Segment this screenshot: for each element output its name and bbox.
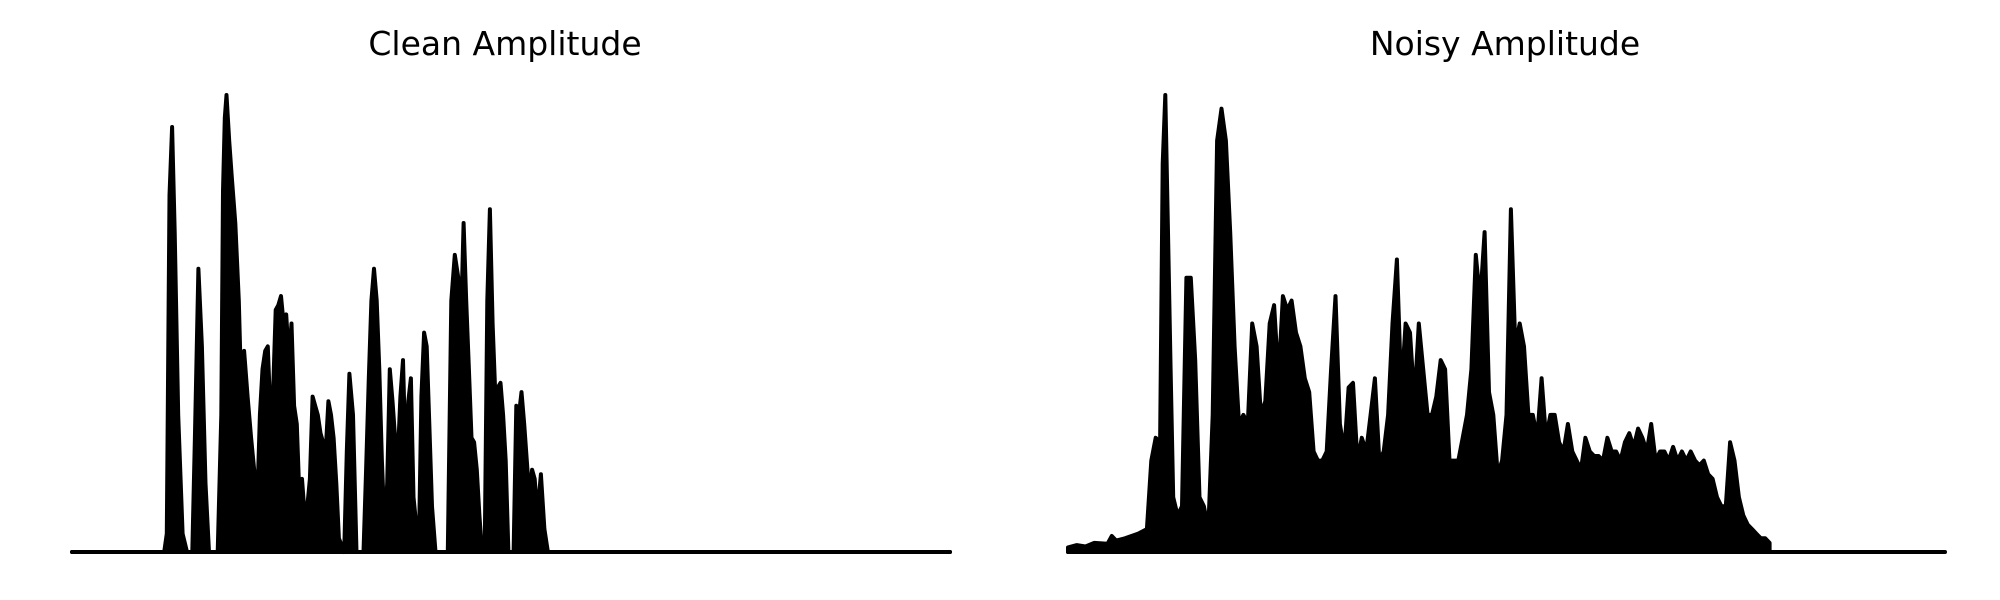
amplitude-area — [70, 93, 952, 554]
clean-amplitude-panel: Clean Amplitude — [70, 24, 952, 554]
amplitude-area — [1066, 93, 1772, 554]
chart-title: Noisy Amplitude — [1369, 24, 1641, 63]
noisy-amplitude-plot — [1066, 93, 1947, 554]
noisy-amplitude-panel: Noisy Amplitude — [1000, 0, 2000, 600]
clean-amplitude-plot — [70, 93, 952, 554]
chart-title: Clean Amplitude — [368, 24, 642, 63]
